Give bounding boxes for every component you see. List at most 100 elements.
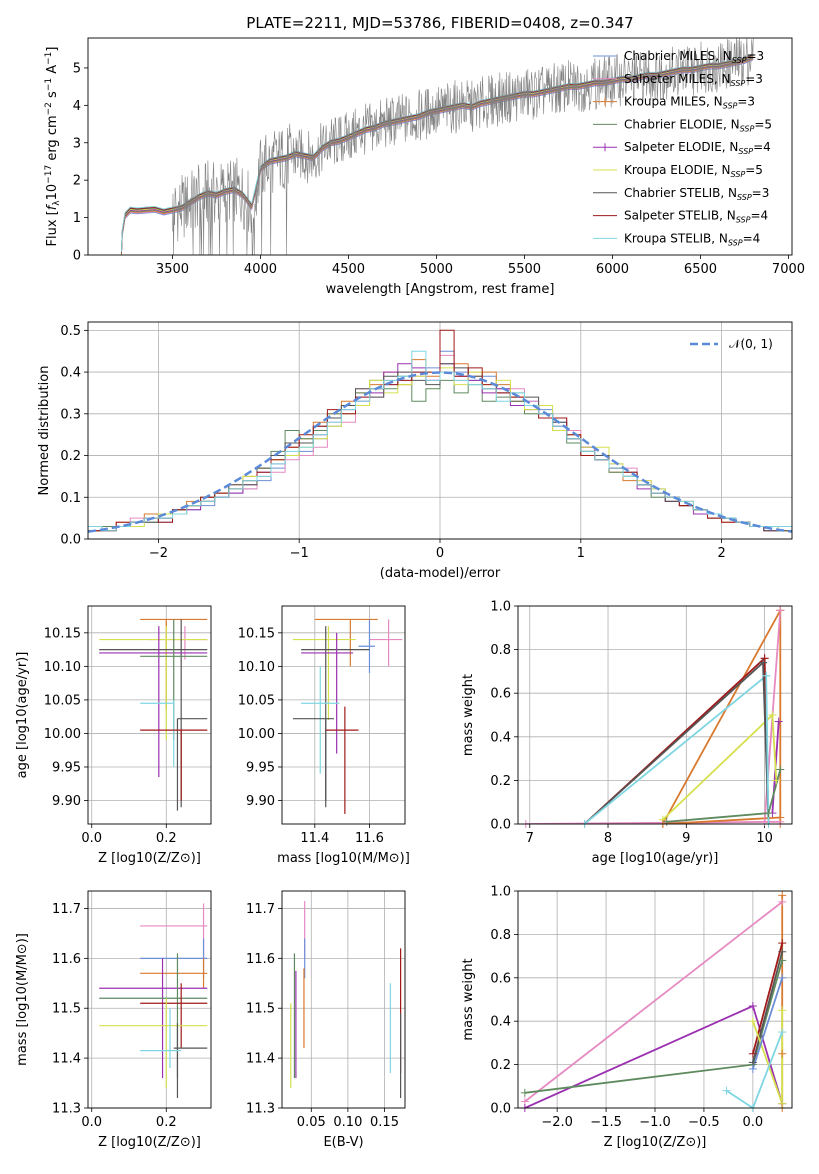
weight-series — [765, 675, 770, 824]
x-tick-label: 0.2 — [156, 1115, 177, 1130]
axes-frame — [87, 605, 212, 825]
plot-area — [88, 329, 792, 539]
plot-area — [120, 38, 754, 255]
plot-area — [99, 903, 208, 1099]
panel-mass-age: 11.4 11.6 9.90 9.95 10.00 10.05 10.10 10.15 mass… — [238, 605, 410, 866]
axes-frame — [517, 890, 793, 1109]
legend-label: Kroupa ELODIE, NSSP=5 — [624, 163, 763, 179]
y-tick-label: 11.6 — [52, 952, 81, 967]
y-tick-label: 0.0 — [490, 1102, 511, 1117]
y-tick-label: 11.6 — [246, 952, 275, 967]
x-tick-label: 0.0 — [81, 1115, 102, 1130]
x-axis-label: Z [log10(Z/Z⊙)] — [98, 1135, 201, 1150]
y-tick-label: 11.5 — [246, 1002, 275, 1017]
y-tick-label: 10.15 — [44, 626, 81, 641]
x-tick-label: 0.0 — [743, 1115, 764, 1130]
y-tick-label: 9.90 — [246, 794, 275, 809]
y-tick-label: 11.4 — [52, 1052, 81, 1067]
y-tick-label: 10.15 — [238, 626, 275, 641]
y-tick-label: 3 — [73, 136, 81, 151]
legend-label: Kroupa MILES, NSSP=3 — [624, 95, 755, 111]
y-tick-label: 11.7 — [52, 902, 81, 917]
observed-spectrum-line — [172, 38, 754, 255]
x-tick-label: −2.0 — [541, 1115, 573, 1130]
x-axis-label: wavelength [Angstrom, rest frame] — [326, 282, 555, 297]
y-tick-label: 5 — [73, 61, 81, 76]
axes-frame — [281, 890, 406, 1109]
x-tick-label: 0.0 — [81, 831, 102, 846]
figure-title: PLATE=2211, MJD=53786, FIBERID=0408, z=0… — [246, 14, 633, 32]
panel-z-mass: 0.0 0.2 11.3 11.4 11.5 11.6 11.7 Z [log10(Z/Z⊙)… — [15, 890, 212, 1150]
legend-label: Salpeter MILES, NSSP=3 — [624, 72, 763, 88]
model-spectrum-line — [120, 59, 754, 255]
normal-curve — [88, 371, 792, 533]
x-tick-label: −1.5 — [590, 1115, 622, 1130]
x-tick-label: 0.15 — [370, 1115, 399, 1130]
y-tick-label: 0.5 — [60, 324, 81, 339]
y-axis-label: Normed distribution — [37, 366, 52, 496]
axes-frame — [87, 890, 212, 1109]
y-tick-label: 11.7 — [246, 902, 275, 917]
y-tick-label: 0.2 — [490, 1058, 511, 1073]
y-tick-label: 0.8 — [490, 928, 511, 943]
legend-label: 𝒩(0, 1) — [729, 337, 773, 351]
y-tick-label: 11.3 — [246, 1102, 275, 1117]
y-axis-label: mass weight — [461, 958, 476, 1040]
x-tick-label: 2 — [717, 546, 725, 561]
legend-label: Salpeter ELODIE, NSSP=4 — [624, 140, 771, 156]
plot-area — [99, 618, 208, 811]
y-tick-label: 0.4 — [490, 730, 511, 745]
y-tick-label: 0.4 — [60, 366, 81, 381]
x-tick-label: 0 — [436, 546, 444, 561]
x-tick-label: 6000 — [596, 262, 629, 277]
y-axis-label: mass [log10(M/M⊙)] — [15, 933, 30, 1066]
weight-series — [662, 816, 781, 824]
y-tick-label: 4 — [73, 99, 81, 114]
x-axis-label: age [log10(age/yr)] — [592, 851, 719, 866]
x-tick-label: −1.0 — [639, 1115, 671, 1130]
y-tick-label: 10.00 — [44, 727, 81, 742]
model-spectrum-line — [120, 58, 754, 255]
y-tick-label: 10.05 — [238, 693, 275, 708]
x-tick-label: 9 — [682, 831, 690, 846]
x-axis-label: Z [log10(Z/Z⊙)] — [98, 851, 201, 866]
y-tick-label: 11.4 — [246, 1052, 275, 1067]
axes-frame — [87, 321, 793, 540]
x-tick-label: 11.4 — [300, 831, 329, 846]
y-tick-label: 10.00 — [238, 727, 275, 742]
y-tick-label: 9.95 — [52, 760, 81, 775]
y-tick-label: 2 — [73, 174, 81, 189]
weight-series — [666, 769, 782, 823]
legend-label: Kroupa STELIB, NSSP=4 — [624, 231, 760, 247]
y-tick-label: 0.3 — [60, 407, 81, 422]
plot-area — [290, 900, 402, 1099]
y-tick-label: 9.95 — [246, 760, 275, 775]
x-tick-label: 1 — [577, 546, 585, 561]
y-axis-label: Flux [fλ10−17 erg cm−2 s−1 A−1] — [44, 47, 62, 247]
axes-frame — [281, 605, 406, 825]
y-tick-label: 11.5 — [52, 1002, 81, 1017]
weight-series — [752, 942, 784, 1055]
y-tick-label: 0.0 — [60, 533, 81, 548]
weight-series — [662, 609, 782, 824]
panel-z-age: 0.0 0.2 9.90 9.95 10.00 10.05 10.10 10.15 Z [log… — [15, 605, 212, 866]
plot-area — [292, 618, 403, 814]
panel-spectrum: 3500 4000 4500 5000 5500 6000 6500 7000 0 1 2 3 4 5 Ch… — [44, 37, 805, 297]
y-tick-label: 1.0 — [490, 885, 511, 900]
x-tick-label: 0.10 — [333, 1115, 362, 1130]
weight-series — [583, 675, 767, 824]
y-tick-label: 0.6 — [490, 687, 511, 702]
axes-frame — [517, 605, 793, 825]
legend-label: Chabrier ELODIE, NSSP=5 — [624, 117, 772, 133]
x-tick-label: −1 — [290, 546, 309, 561]
x-tick-label: 0.2 — [156, 831, 177, 846]
y-tick-label: 0 — [73, 249, 81, 264]
x-tick-label: 0.05 — [297, 1115, 326, 1130]
x-tick-label: −0.5 — [688, 1115, 720, 1130]
x-tick-label: 3500 — [156, 262, 189, 277]
plot-area — [524, 895, 784, 1108]
histogram-series — [88, 350, 792, 539]
y-tick-label: 0.6 — [490, 971, 511, 986]
panel-ebv-mass: 0.05 0.10 0.15 11.3 11.4 11.5 11.6 11.7 E(B-V) — [246, 890, 406, 1150]
